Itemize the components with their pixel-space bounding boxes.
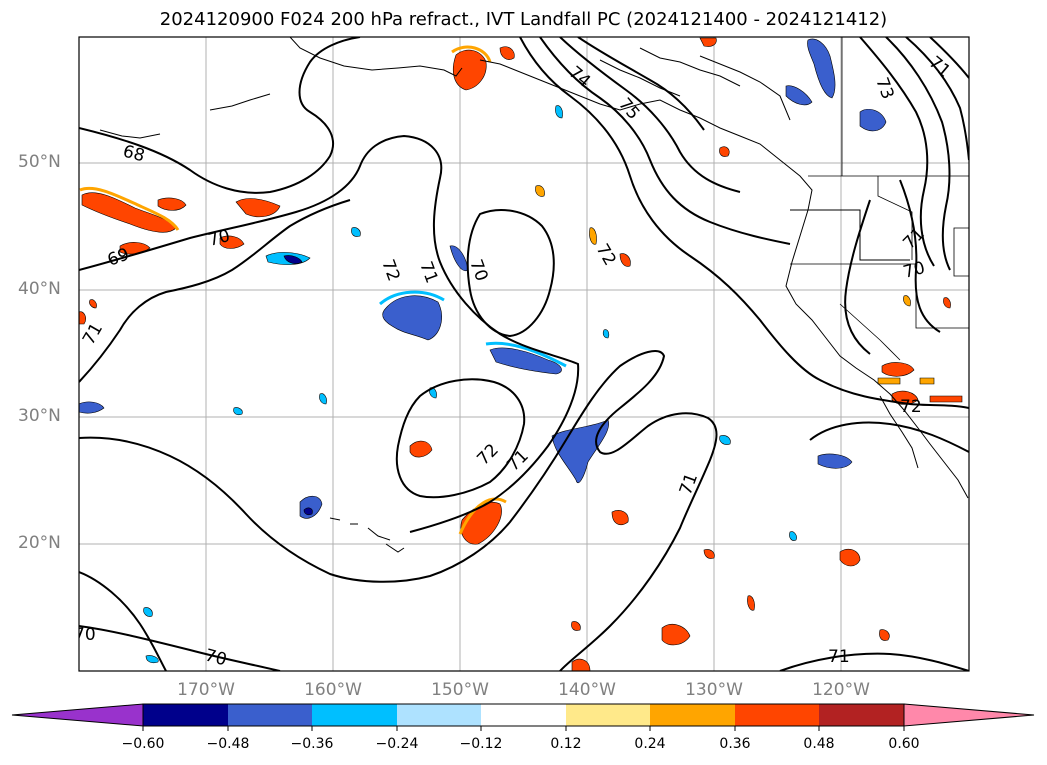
lat-label: 50°N (18, 152, 61, 172)
colorbar-segment (143, 704, 228, 726)
colorbar-segment (735, 704, 819, 726)
contour-label: 72 (592, 241, 620, 270)
colorbar-tick-label: 0.12 (550, 736, 582, 752)
contour-label: 70 (74, 625, 96, 645)
contour-label: 71 (828, 647, 850, 667)
map-frame (78, 36, 970, 672)
lat-label: 20°N (18, 533, 61, 553)
colorbar-tick-label: 0.36 (719, 736, 751, 752)
colorbar-segment (819, 704, 904, 726)
lat-label: 40°N (18, 279, 61, 299)
contours (79, 37, 969, 671)
lon-label: 140°W (558, 680, 616, 700)
colorbar-tick-label: −0.12 (459, 736, 503, 752)
colorbar-tick-label: −0.48 (206, 736, 250, 752)
colorbar-segment (228, 704, 312, 726)
contour-label: 72 (377, 257, 403, 284)
contour-label: 70 (901, 258, 927, 283)
contour-label: 72 (900, 397, 922, 417)
gridlines (79, 37, 969, 671)
colorbar (11, 703, 1035, 731)
coastlines (99, 37, 969, 553)
colorbar-extend-low (11, 703, 144, 727)
colorbar-segment (481, 704, 566, 726)
map-area: 68 69 70 70 70 70 70 71 71 71 71 71 71 7… (74, 37, 969, 671)
lon-label: 120°W (812, 680, 870, 700)
contour-label: 71 (415, 259, 441, 286)
colorbar-segment (397, 704, 481, 726)
borders (790, 37, 969, 361)
lon-label: 160°W (304, 680, 362, 700)
lat-label: 30°N (18, 406, 61, 426)
colorbar-tick-label: 0.48 (803, 736, 835, 752)
colorbar-tick-label: −0.60 (121, 736, 165, 752)
colorbar-tick-label: −0.36 (290, 736, 334, 752)
colorbar-segment (650, 704, 735, 726)
colorbar-tick-label: 0.24 (634, 736, 666, 752)
colorbar-tick-label: 0.60 (888, 736, 920, 752)
colorbar-tick-label: −0.24 (375, 736, 419, 752)
contour-label: 71 (503, 446, 532, 475)
lon-label: 130°W (685, 680, 743, 700)
colorbar-segment (312, 704, 397, 726)
lon-label: 150°W (431, 680, 489, 700)
colorbar-extend-high (903, 703, 1035, 727)
contour-label: 71 (676, 471, 702, 498)
contour-label: 74 (565, 63, 594, 92)
colorbar-segment (566, 704, 650, 726)
contour-label: 72 (473, 440, 502, 469)
map-title: 2024120900 F024 200 hPa refract., IVT La… (159, 9, 888, 30)
lon-label: 170°W (177, 680, 235, 700)
contour-label: 75 (614, 94, 643, 123)
contour-label: 70 (203, 646, 229, 671)
contour-label: 71 (899, 224, 928, 253)
shaded-anomalies (79, 37, 963, 671)
